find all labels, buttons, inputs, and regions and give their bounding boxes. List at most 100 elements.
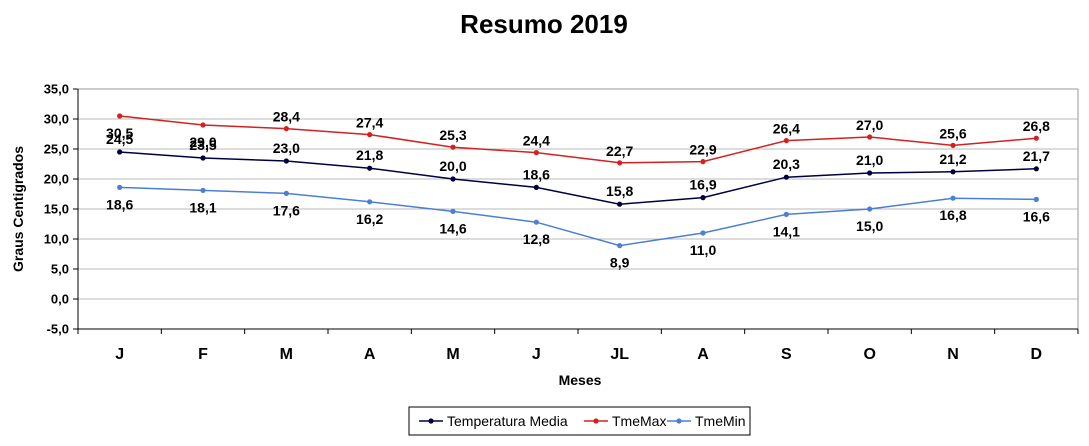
data-label: 22,9 [689, 142, 716, 158]
legend-entry-label: Temperatura Media [447, 413, 568, 429]
data-point [117, 113, 123, 119]
data-label: 16,6 [1023, 208, 1050, 224]
data-point [283, 126, 289, 132]
data-point [200, 122, 206, 128]
x-tick-label: S [781, 346, 792, 363]
x-tick-label: O [863, 346, 875, 363]
data-point [367, 165, 373, 171]
data-point [783, 138, 789, 144]
y-tick-label: 20,0 [44, 172, 69, 187]
data-label: 25,3 [439, 127, 466, 143]
legend-swatch-marker [428, 418, 434, 424]
data-label: 11,0 [690, 242, 717, 258]
gridlines [78, 88, 1078, 300]
data-point [283, 190, 289, 196]
y-tick-label: 10,0 [44, 232, 69, 247]
series-lines [117, 113, 1039, 249]
data-point [617, 160, 623, 166]
legend: Temperatura Media TmeMax TmeMin [408, 406, 751, 436]
data-point [450, 176, 456, 182]
data-point [200, 187, 206, 193]
data-point [867, 206, 873, 212]
x-tick-label: A [364, 346, 376, 363]
series-line [119, 115, 1037, 164]
data-point [1033, 135, 1039, 141]
data-point [950, 142, 956, 148]
data-label: 26,4 [773, 121, 800, 137]
data-point [700, 195, 706, 201]
data-labels: 30,524,5 18,6 29,023,5 18,1 28,4 23,0 17,6 27,4… [106, 109, 1050, 271]
data-point [200, 155, 206, 161]
y-axis-label: Graus Centigrados [10, 146, 26, 272]
data-label: 8,9 [610, 255, 630, 271]
data-label: 15,8 [606, 183, 633, 199]
y-tick-label: 35,0 [44, 82, 69, 97]
data-label: 12,8 [523, 231, 550, 247]
data-label: 20,3 [773, 156, 800, 172]
data-point [117, 149, 123, 155]
x-tick-label: JL [610, 346, 629, 363]
data-label: 21,0 [856, 152, 883, 168]
data-point [533, 184, 539, 190]
data-label: 23,0 [273, 140, 300, 156]
legend-box [408, 406, 751, 436]
y-tick-label: 5,0 [51, 262, 69, 277]
data-point [1033, 196, 1039, 202]
y-tick-label: -5,0 [47, 322, 69, 337]
legend-swatch-marker [676, 418, 682, 424]
data-point [533, 150, 539, 156]
data-point [450, 208, 456, 214]
chart-title: Resumo 2019 [460, 9, 628, 39]
data-label: 15,0 [856, 218, 883, 234]
data-label: 22,7 [606, 143, 633, 159]
data-point [533, 219, 539, 225]
data-label: 25,6 [939, 125, 966, 141]
data-label: 14,6 [439, 220, 466, 236]
data-label: 18,6 [523, 166, 550, 182]
data-label: 30,5 [106, 125, 133, 141]
data-label: 16,8 [939, 207, 966, 223]
legend-entry-label: TmeMin [695, 413, 746, 429]
data-label: 16,9 [689, 177, 716, 193]
data-point [450, 144, 456, 150]
axes: -5,0 0,0 5,0 10,0 15,0 20,0 25,0 30,0 35,0 J F M A M J… [44, 82, 1079, 363]
data-label: 29,0 [189, 134, 216, 150]
data-label: 27,4 [356, 115, 383, 131]
data-point [700, 159, 706, 165]
legend-swatch-marker [593, 418, 599, 424]
data-point [783, 174, 789, 180]
x-tick-label: N [947, 346, 959, 363]
data-label: 27,0 [856, 117, 883, 133]
data-label: 18,1 [189, 199, 216, 215]
data-point [950, 169, 956, 175]
data-point [1033, 166, 1039, 172]
data-label: 21,2 [939, 151, 966, 167]
data-label: 24,5 [106, 131, 133, 147]
data-point [867, 134, 873, 140]
x-tick-label: F [198, 346, 208, 363]
x-tick-label: M [280, 346, 293, 363]
x-tick-label: J [532, 346, 541, 363]
series-line [119, 151, 1037, 205]
data-point [617, 201, 623, 207]
x-tick-label: D [1031, 346, 1043, 363]
data-point [117, 184, 123, 190]
x-tick-label: J [115, 346, 124, 363]
data-point [867, 170, 873, 176]
data-label: 21,7 [1023, 148, 1050, 164]
data-point [700, 230, 706, 236]
data-label: 14,1 [773, 223, 800, 239]
x-tick-label: A [697, 346, 709, 363]
y-tick-label: 0,0 [51, 292, 69, 307]
data-point [367, 132, 373, 138]
data-label: 17,6 [273, 202, 300, 218]
legend-entry-label: TmeMax [612, 413, 666, 429]
y-tick-label: 25,0 [44, 142, 69, 157]
data-label: 26,8 [1023, 118, 1050, 134]
data-label: 24,4 [523, 133, 550, 149]
data-label: 28,4 [273, 109, 300, 125]
data-label: 20,0 [439, 158, 466, 174]
data-point [283, 158, 289, 164]
